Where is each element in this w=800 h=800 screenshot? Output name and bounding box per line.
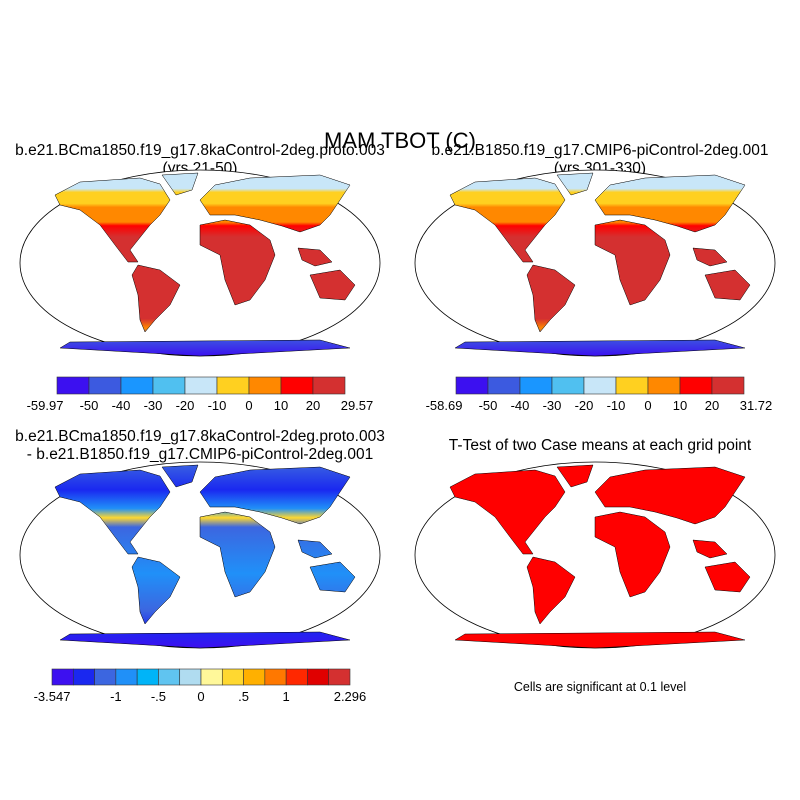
colorbar-tick-label: 1 [283, 689, 290, 704]
colorbar-tick-label: -58.69 [426, 398, 463, 413]
panel-2-title-line1: b.e21.B1850.f19_g17.CMIP6-piControl-2deg… [431, 142, 769, 159]
colorbar-tick-label: -30 [144, 398, 163, 413]
colorbar-box [243, 668, 266, 686]
colorbar-box [184, 376, 218, 395]
colorbar-tick-label: 20 [306, 398, 320, 413]
colorbar-box [136, 668, 159, 686]
colorbar-tick-label: -50 [80, 398, 99, 413]
map-panel-2 [414, 169, 776, 357]
colorbar-tick-label: -10 [607, 398, 626, 413]
colorbar-box [307, 668, 330, 686]
colorbar-tick-label: -3.547 [34, 689, 71, 704]
colorbar-box [328, 668, 351, 686]
colorbar-box [487, 376, 521, 395]
colorbar-box [285, 668, 308, 686]
map-panel-1 [19, 169, 381, 357]
colorbar-tick-label: -30 [543, 398, 562, 413]
map-panel-4 [414, 461, 776, 649]
colorbar-tick-label: -59.97 [27, 398, 64, 413]
colorbar-box [179, 668, 202, 686]
colorbar-box [615, 376, 649, 395]
main-title: MAM TBOT (C) [324, 128, 476, 153]
colorbar-box [120, 376, 154, 395]
colorbar-tick-label: 29.57 [341, 398, 374, 413]
colorbar-box [519, 376, 553, 395]
colorbar-box [56, 376, 90, 395]
map-panel-3 [19, 461, 381, 649]
colorbar-box [711, 376, 745, 395]
colorbar-box [679, 376, 713, 395]
colorbar-tick-label: 20 [705, 398, 719, 413]
colorbar-box [583, 376, 617, 395]
colorbar-tick-label: 0 [197, 689, 204, 704]
colorbar-tick-label: 31.72 [740, 398, 773, 413]
panel-4-title: T-Test of two Case means at each grid po… [448, 437, 752, 454]
colorbar-box [221, 668, 244, 686]
colorbar-tick-label: .5 [238, 689, 249, 704]
colorbar-tick-label: -20 [575, 398, 594, 413]
colorbar-box [51, 668, 74, 686]
colorbar-1: -59.97 -50 -40 -30 -20 -10 0 10 20 29.57 [27, 376, 374, 413]
colorbar-2: -58.69 -50 -40 -30 -20 -10 0 10 20 31.72 [426, 376, 773, 413]
colorbar-box [94, 668, 117, 686]
colorbar-tick-label: 2.296 [334, 689, 367, 704]
colorbar-box [200, 668, 223, 686]
colorbar-tick-label: -20 [176, 398, 195, 413]
colorbar-3: -3.547 -1 -.5 0 .5 1 2.296 [34, 668, 367, 704]
colorbar-box [72, 668, 95, 686]
colorbar-box [312, 376, 346, 395]
colorbar-box [248, 376, 282, 395]
colorbar-tick-label: 0 [245, 398, 252, 413]
colorbar-box [647, 376, 681, 395]
colorbar-box [264, 668, 287, 686]
colorbar-tick-label: -10 [208, 398, 227, 413]
panel-3-title-line2: - b.e21.B1850.f19_g17.CMIP6-piControl-2d… [26, 446, 374, 463]
colorbar-tick-label: -40 [112, 398, 131, 413]
colorbar-box [115, 668, 138, 686]
colorbar-box [551, 376, 585, 395]
panel-3-title-line1: b.e21.BCma1850.f19_g17.8kaControl-2deg.p… [15, 428, 385, 445]
colorbar-tick-label: 10 [274, 398, 288, 413]
colorbar-tick-label: 0 [644, 398, 651, 413]
colorbar-tick-label: -50 [479, 398, 498, 413]
colorbar-tick-label: 10 [673, 398, 687, 413]
colorbar-box [280, 376, 314, 395]
significance-note: Cells are significant at 0.1 level [513, 680, 687, 694]
colorbar-box [216, 376, 250, 395]
colorbar-box [152, 376, 186, 395]
panel-3-title: b.e21.BCma1850.f19_g17.8kaControl-2deg.p… [0, 428, 400, 464]
panel-1-title-line1: b.e21.BCma1850.f19_g17.8kaControl-2deg.p… [15, 142, 385, 159]
colorbar-box [455, 376, 489, 395]
colorbar-box [158, 668, 181, 686]
colorbar-box [88, 376, 122, 395]
colorbar-tick-label: -.5 [151, 689, 166, 704]
colorbar-tick-label: -40 [511, 398, 530, 413]
colorbar-tick-label: -1 [110, 689, 122, 704]
